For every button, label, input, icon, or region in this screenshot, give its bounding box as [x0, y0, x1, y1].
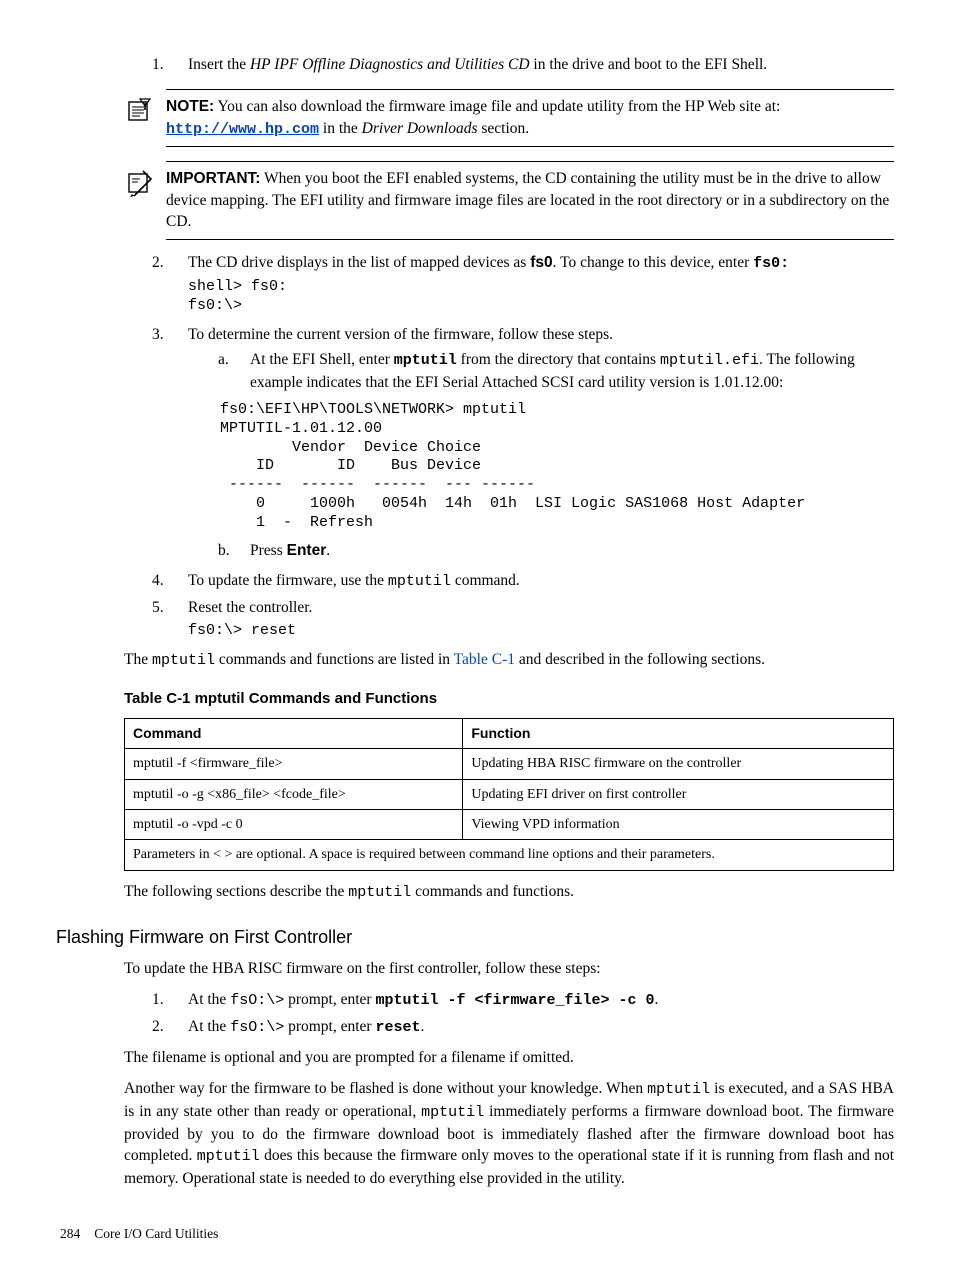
- page-footer: 284 Core I/O Card Utilities: [60, 1225, 894, 1244]
- substep-letter: a.: [218, 349, 250, 393]
- section2-p2: Another way for the firmware to be flash…: [124, 1078, 894, 1189]
- note-body: NOTE: You can also download the firmware…: [166, 89, 894, 147]
- para-after-steps: The mptutil commands and functions are l…: [124, 649, 894, 672]
- footer-title: Core I/O Card Utilities: [94, 1226, 218, 1241]
- step-3b-wrap: b. Press Enter.: [152, 536, 894, 565]
- mptutil-commands-table: Command Function mptutil -f <firmware_fi…: [124, 718, 894, 871]
- step-number: 1.: [152, 989, 188, 1012]
- important-icon: [124, 161, 166, 239]
- page-number: 284: [60, 1226, 80, 1241]
- step-3: 3. To determine the current version of t…: [152, 324, 894, 397]
- important-box: IMPORTANT: When you boot the EFI enabled…: [124, 161, 894, 239]
- flash-step-1: 1. At the fsO:\> prompt, enter mptutil -…: [152, 989, 894, 1012]
- step-number: 1.: [152, 54, 188, 75]
- step-4: 4. To update the firmware, use the mptut…: [152, 570, 894, 593]
- step-1: 1. Insert the HP IPF Offline Diagnostics…: [152, 54, 894, 75]
- step-3a: a. At the EFI Shell, enter mptutil from …: [218, 349, 894, 393]
- important-body: IMPORTANT: When you boot the EFI enabled…: [166, 161, 894, 239]
- table-row: Parameters in < > are optional. A space …: [125, 840, 894, 870]
- section2-intro: To update the HBA RISC firmware on the f…: [124, 958, 894, 979]
- step-5: 5. Reset the controller. fs0:\> reset: [152, 597, 894, 645]
- step-2: 2. The CD drive displays in the list of …: [152, 252, 894, 320]
- step-number: 2.: [152, 1016, 188, 1039]
- flash-step-2: 2. At the fsO:\> prompt, enter reset.: [152, 1016, 894, 1039]
- code-block: fs0:\> reset: [188, 622, 894, 641]
- para-after-table: The following sections describe the mptu…: [124, 881, 894, 904]
- step-3b: b. Press Enter.: [218, 540, 894, 561]
- table-header-function: Function: [463, 719, 894, 749]
- section-flashing-title: Flashing Firmware on First Controller: [56, 925, 894, 950]
- table-title: Table C-1 mptutil Commands and Functions: [124, 689, 894, 710]
- table-row: mptutil -f <firmware_file> Updating HBA …: [125, 749, 894, 779]
- table-c1-ref[interactable]: Table C-1: [454, 651, 515, 668]
- substep-letter: b.: [218, 540, 250, 561]
- step-number: 5.: [152, 597, 188, 645]
- table-row: mptutil -o -vpd -c 0 Viewing VPD informa…: [125, 809, 894, 839]
- step-text: The CD drive displays in the list of map…: [188, 252, 894, 320]
- step-number: 3.: [152, 324, 188, 397]
- note-icon: [124, 89, 166, 147]
- section2-p1: The filename is optional and you are pro…: [124, 1047, 894, 1068]
- note-box: NOTE: You can also download the firmware…: [124, 89, 894, 147]
- step-text: To determine the current version of the …: [188, 324, 894, 397]
- hp-url-link[interactable]: http://www.hp.com: [166, 121, 319, 138]
- table-header-command: Command: [125, 719, 463, 749]
- code-block: shell> fs0: fs0:\>: [188, 278, 894, 316]
- code-block: fs0:\EFI\HP\TOOLS\NETWORK> mptutil MPTUT…: [220, 401, 894, 532]
- step-number: 2.: [152, 252, 188, 320]
- table-row: mptutil -o -g <x86_file> <fcode_file> Up…: [125, 779, 894, 809]
- step-number: 4.: [152, 570, 188, 593]
- step-text: Insert the HP IPF Offline Diagnostics an…: [188, 54, 894, 75]
